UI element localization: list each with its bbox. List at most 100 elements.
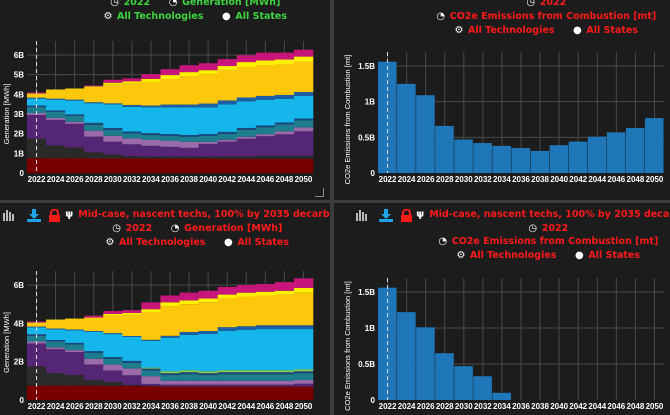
stacked-bar-segment [236,372,257,375]
x-tick-label: 2032 [123,175,141,184]
metric-selector[interactable]: Generation [MWh] [182,0,281,8]
stacked-bar-segment [236,97,257,102]
download-icon[interactable] [27,208,41,222]
x-tick-label: 2048 [276,402,294,411]
header-row-year-metric: ◷ 2022 ◔ Generation [MWh] [106,223,289,234]
map-pin-icon[interactable]: ● [575,249,584,261]
technology-selector[interactable]: All Technologies [116,11,204,22]
metric-selector[interactable]: Generation [MWh] [184,223,283,234]
stacked-bar-segment [141,312,161,340]
clock-icon[interactable]: ◷ [110,0,119,8]
state-selector[interactable]: All States [586,25,639,36]
stacked-bar-segment [255,386,276,400]
metric-selector[interactable]: CO2e Emissions from Combustion [mt] [449,11,657,22]
stacked-bar-segment [160,384,180,387]
gauge-icon[interactable]: ◔ [170,222,180,234]
stacked-bar-segment [236,326,257,331]
lock-icon[interactable] [47,208,61,222]
stacked-bar-segment [84,103,104,123]
resize-handle[interactable] [315,188,324,197]
stacked-bar-segment [236,55,257,63]
x-tick-label: 2036 [512,402,530,411]
stacked-bar-segment [255,136,276,156]
header-row-filters: ⚙ All Technologies ● All States [97,11,293,22]
stacked-bar-segment [160,104,180,108]
technology-selector[interactable]: All Technologies [118,237,206,248]
stacked-bar-segment [274,124,295,132]
vertical-splitter[interactable] [330,0,334,415]
gears-icon[interactable]: ⚙ [103,10,113,22]
clock-icon[interactable]: ◷ [528,222,538,234]
stacked-bar-segment [103,84,123,104]
download-icon[interactable] [379,208,393,222]
year-selector[interactable]: 2022 [541,223,569,234]
y-tick-label: 1B [365,98,375,107]
stacked-bar-segment [293,292,314,326]
bar [435,125,454,173]
scenario-fork-icon[interactable]: ψ [65,208,74,220]
stacked-bar-segment [293,118,314,121]
scenario-fork-icon[interactable]: ψ [416,208,425,220]
state-selector[interactable]: All States [235,11,288,22]
bar [473,376,492,400]
x-tick-label: 2042 [218,175,236,184]
stacked-bar-segment [255,134,276,137]
metric-selector[interactable]: CO2e Emissions from Combustion [mt] [451,236,659,247]
stacked-bar-segment [65,344,85,351]
bar [416,95,435,173]
stacked-bar-segment [179,104,199,108]
year-selector[interactable]: 2022 [125,223,153,234]
bar [492,145,511,173]
year-selector[interactable]: 2022 [539,0,567,8]
state-selector[interactable]: All States [237,237,290,248]
stacked-bar-segment [274,158,295,173]
stacked-bar-segment [122,78,142,82]
stacked-bar-segment [255,372,276,375]
map-pin-icon[interactable]: ● [224,236,233,248]
stacked-bar-segment [141,383,161,386]
x-tick-label: 2022 [379,175,397,184]
stacked-bar-segment [46,99,66,111]
stacked-bar-segment [122,138,142,145]
stacked-bar-segment [236,138,257,157]
technology-selector[interactable]: All Technologies [469,250,557,261]
x-tick-label: 2026 [417,402,435,411]
horizontal-splitter[interactable] [0,200,670,203]
stacked-bar-segment [65,385,85,400]
gauge-icon[interactable]: ◔ [438,235,448,247]
stacked-bar-segment [122,385,142,400]
x-tick-label: 2042 [569,402,587,411]
stacked-bar-segment [274,294,295,326]
y-tick-label: 0 [371,169,376,178]
technology-selector[interactable]: All Technologies [467,25,555,36]
stacked-bar-segment [141,302,161,310]
stacked-bar-segment [274,329,295,371]
clock-icon[interactable]: ◷ [112,222,121,234]
stacked-bar-segment [27,335,47,342]
stacked-bar-segment [293,131,314,156]
year-selector[interactable]: 2022 [123,0,151,8]
lock-icon[interactable] [399,208,413,222]
stacked-bar-segment [179,334,199,371]
scenario-selector[interactable]: Mid-case, nascent techs, 100% by 2035 de… [429,209,670,220]
stacked-bar-segment [65,342,85,345]
state-selector[interactable]: All States [588,250,641,261]
bar-chart-icon[interactable] [355,208,369,222]
gauge-icon[interactable]: ◔ [436,10,446,22]
scenario-selector[interactable]: Mid-case, nascent techs, 100% by 2035 de… [78,209,330,220]
stacked-bar-segment [274,52,295,60]
bar-chart-icon[interactable] [2,208,16,222]
stacked-bar-segment [293,91,314,96]
x-tick-label: 2026 [66,175,84,184]
map-pin-icon[interactable]: ● [573,24,582,36]
stacked-bar-segment [198,158,218,173]
gears-icon[interactable]: ⚙ [456,249,466,261]
stacked-bar-segment [27,98,47,106]
clock-icon[interactable]: ◷ [526,0,536,8]
map-pin-icon[interactable]: ● [222,10,231,22]
gauge-icon[interactable]: ◔ [168,0,178,8]
stacked-bar-segment [103,311,123,314]
gears-icon[interactable]: ⚙ [454,24,464,36]
stacked-bar-segment [84,318,104,331]
gears-icon[interactable]: ⚙ [105,236,115,248]
